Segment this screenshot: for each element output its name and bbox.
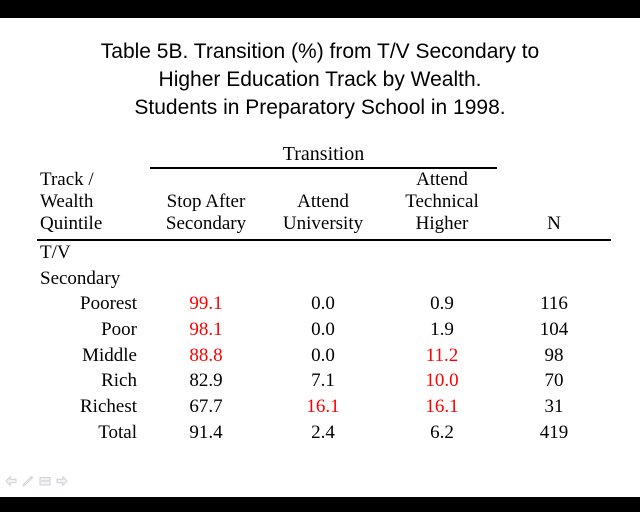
group-label-secondary: Secondary <box>40 267 121 289</box>
cell-n: 98 <box>544 344 564 366</box>
slide-menu-button[interactable] <box>39 475 51 487</box>
table-header-row: Track / Wealth Quintile Stop After Secon… <box>0 169 640 235</box>
header-line: Quintile <box>40 213 103 234</box>
cell-stop-after-secondary: 98.1 <box>189 319 223 341</box>
header-line: Wealth <box>40 191 94 212</box>
table-body: T/V Secondary Poorest 99.1 0.0 0.9 116 P… <box>0 240 640 446</box>
cell-stop-after-secondary: 88.8 <box>189 344 223 366</box>
row-label: Total <box>98 421 137 443</box>
cell-attend-university: 7.1 <box>311 370 335 392</box>
cell-attend-technical-higher: 16.1 <box>425 396 459 418</box>
cell-attend-technical-higher: 10.0 <box>425 370 459 392</box>
cell-n: 104 <box>539 319 569 341</box>
cell-attend-technical-higher: 11.2 <box>425 344 459 366</box>
previous-slide-button[interactable] <box>5 475 17 487</box>
cell-attend-university: 0.0 <box>311 293 335 315</box>
cell-attend-university: 0.0 <box>311 319 335 341</box>
pen-button[interactable] <box>22 475 34 487</box>
table-row-total: Total 91.4 2.4 6.2 419 <box>0 420 640 446</box>
header-track-wealth-quintile: Track / Wealth Quintile <box>0 169 140 235</box>
letterbox-bottom <box>0 497 640 512</box>
slide-title: Table 5B. Transition (%) from T/V Second… <box>0 38 640 122</box>
table-row-poor: Poor 98.1 0.0 1.9 104 <box>0 317 640 343</box>
row-label: Poor <box>101 319 137 341</box>
row-label: Richest <box>80 396 137 418</box>
cell-attend-technical-higher: 6.2 <box>430 421 454 443</box>
cell-n: 419 <box>539 421 569 443</box>
row-label: Rich <box>101 370 137 392</box>
header-stop-after-secondary: Stop After Secondary <box>140 169 272 235</box>
header-attend-university: Attend University <box>272 169 374 235</box>
previous-slide-arrow-icon <box>5 475 17 487</box>
header-attend-technical-higher: Attend Technical Higher <box>374 169 510 235</box>
header-line: N <box>547 213 561 234</box>
cell-stop-after-secondary: 99.1 <box>189 293 223 315</box>
header-line <box>140 169 272 191</box>
transition-span-header: Transition <box>282 143 365 165</box>
cell-n: 116 <box>540 293 568 315</box>
cell-attend-university: 0.0 <box>311 344 335 366</box>
group-label-row: T/V <box>0 240 640 266</box>
cell-n: 70 <box>544 370 564 392</box>
cell-stop-after-secondary: 91.4 <box>189 421 223 443</box>
header-line <box>272 169 374 191</box>
cell-attend-university: 2.4 <box>311 421 335 443</box>
table-row-poorest: Poorest 99.1 0.0 0.9 116 <box>0 291 640 317</box>
table-row-richest: Richest 67.7 16.1 16.1 31 <box>0 394 640 420</box>
table-row-rich: Rich 82.9 7.1 10.0 70 <box>0 368 640 394</box>
header-line: Track / <box>40 169 94 190</box>
cell-stop-after-secondary: 82.9 <box>189 370 223 392</box>
header-rule <box>37 239 611 241</box>
group-label-row: Secondary <box>0 266 640 292</box>
cell-attend-technical-higher: 0.9 <box>430 293 454 315</box>
header-line <box>510 191 598 213</box>
title-line-1: Table 5B. Transition (%) from T/V Second… <box>100 40 540 63</box>
group-label-tv: T/V <box>40 242 71 263</box>
header-line: Secondary <box>165 213 247 234</box>
slide-menu-icon <box>39 475 51 487</box>
slide: Table 5B. Transition (%) from T/V Second… <box>0 18 640 497</box>
cell-n: 31 <box>544 396 564 418</box>
header-line: Higher <box>415 213 469 234</box>
pen-annotation-icon <box>22 475 34 487</box>
slideshow-nav-toolbar <box>5 474 68 488</box>
cell-attend-university: 16.1 <box>306 396 340 418</box>
header-line: Technical <box>405 191 479 212</box>
cell-stop-after-secondary: 67.7 <box>189 396 223 418</box>
cell-attend-technical-higher: 1.9 <box>430 319 454 341</box>
table-row-middle: Middle 88.8 0.0 11.2 98 <box>0 343 640 369</box>
header-line: Attend <box>297 191 349 212</box>
row-label: Middle <box>82 344 137 366</box>
row-label: Poorest <box>80 293 137 315</box>
transition-underline <box>150 167 497 169</box>
header-line: Stop After <box>166 191 246 212</box>
title-line-2: Higher Education Track by Wealth. <box>158 68 482 91</box>
header-n: N <box>510 169 598 235</box>
title-line-3: Students in Preparatory School in 1998. <box>134 96 506 119</box>
header-line: Attend <box>416 169 468 190</box>
letterbox-top <box>0 0 640 18</box>
header-line: University <box>282 213 364 234</box>
next-slide-arrow-icon <box>56 475 68 487</box>
next-slide-button[interactable] <box>56 475 68 487</box>
header-line <box>510 169 598 191</box>
